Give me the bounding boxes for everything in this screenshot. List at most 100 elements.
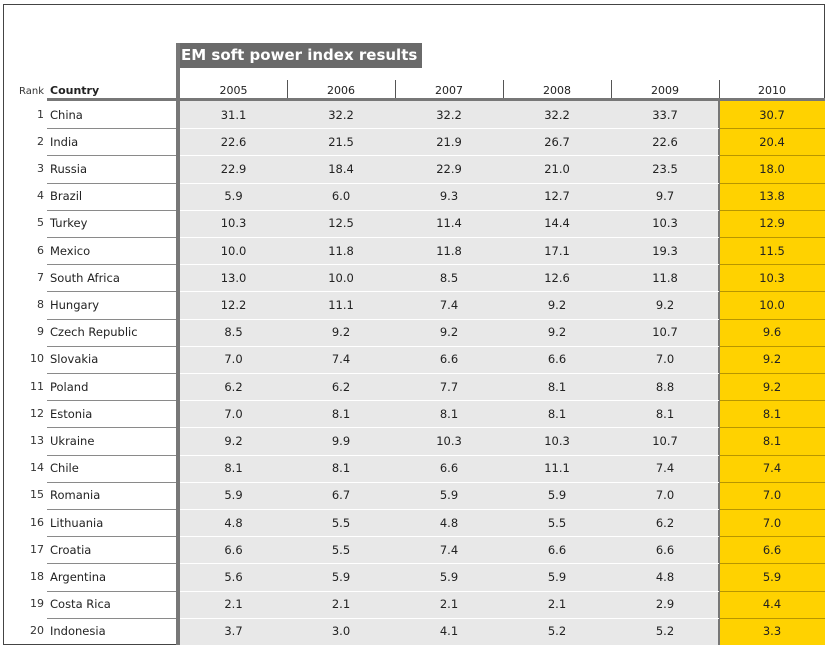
value-cell-2010: 7.4 (762, 461, 782, 476)
value-cell-2005: 13.0 (220, 270, 247, 285)
country-cell: Indonesia (50, 624, 106, 639)
row-divider-highlight (720, 128, 825, 130)
value-cell-2009: 8.8 (655, 379, 675, 394)
value-cell-2006: 5.5 (331, 542, 351, 557)
value-cell-2010: 3.3 (762, 624, 782, 639)
rank-cell: 17 (30, 542, 44, 556)
rank-cell: 11 (30, 379, 44, 393)
header-rank: Rank (19, 86, 44, 97)
row-divider-country (47, 291, 176, 293)
row-divider-values (180, 509, 719, 510)
row-divider-values (180, 536, 719, 538)
highlight-left-border (718, 101, 720, 645)
row-divider-values (180, 318, 719, 320)
row-divider-highlight (720, 454, 825, 456)
row-divider-highlight (720, 209, 825, 211)
row-divider-highlight (720, 481, 825, 483)
value-cell-2009: 11.8 (652, 270, 678, 285)
value-cell-2010: 10.0 (759, 298, 785, 312)
value-cell-2007: 21.9 (436, 134, 462, 149)
country-cell: Lithuania (50, 515, 104, 530)
row-divider-values (180, 590, 719, 592)
country-cell: Mexico (50, 243, 91, 258)
value-cell-2010: 9.2 (762, 352, 782, 367)
rank-cell: 9 (37, 325, 44, 339)
row-divider-values (180, 291, 719, 293)
value-cell-2010: 4.4 (762, 597, 782, 612)
header-column-tick (287, 80, 288, 98)
row-divider-country (47, 509, 176, 510)
value-cell-2008: 17.1 (544, 243, 570, 258)
value-cell-2006: 9.2 (331, 325, 351, 340)
value-cell-2009: 4.8 (655, 570, 675, 584)
country-cell: Chile (50, 461, 79, 476)
value-cell-2006: 6.7 (331, 488, 351, 503)
country-cell: Romania (50, 488, 101, 503)
row-divider-country (47, 536, 176, 538)
country-cell: Russia (50, 162, 87, 176)
value-cell-2005: 8.5 (224, 325, 243, 340)
value-cell-2009: 5.2 (655, 624, 675, 639)
row-divider-country (47, 345, 176, 347)
value-cell-2006: 8.1 (331, 461, 351, 476)
country-cell: Poland (50, 379, 89, 394)
country-cell: Croatia (50, 542, 92, 557)
country-cell: Slovakia (50, 352, 99, 367)
value-cell-2007: 9.3 (439, 189, 459, 204)
rank-cell: 14 (30, 461, 44, 475)
value-cell-2010: 7.0 (762, 488, 782, 503)
header-year-2005: 2005 (219, 84, 248, 97)
value-cell-2009: 22.6 (652, 134, 678, 149)
value-cell-2009: 23.5 (652, 162, 678, 176)
rank-cell: 6 (37, 243, 44, 257)
value-cell-2006: 21.5 (328, 134, 354, 149)
value-cell-2007: 4.8 (439, 515, 459, 530)
value-cell-2009: 10.7 (652, 325, 678, 340)
value-cell-2008: 14.4 (544, 216, 570, 231)
value-cell-2008: 2.1 (547, 597, 567, 612)
value-cell-2010: 9.6 (762, 325, 782, 340)
value-cell-2008: 5.9 (547, 488, 567, 503)
header-year-2010: 2010 (758, 84, 786, 97)
row-divider-highlight (720, 536, 825, 538)
country-cell: Argentina (50, 570, 107, 584)
row-divider-values (180, 155, 719, 157)
value-cell-2007: 4.1 (439, 624, 459, 639)
row-divider-highlight (720, 155, 825, 157)
row-divider-highlight (720, 345, 825, 347)
value-cell-2010: 7.0 (762, 515, 782, 530)
rank-cell: 20 (30, 624, 44, 638)
row-divider-values (180, 454, 719, 456)
values-left-border (176, 43, 180, 645)
value-cell-2008: 32.2 (544, 107, 570, 122)
value-cell-2009: 9.7 (655, 189, 675, 204)
header-column-tick (503, 80, 504, 98)
value-cell-2006: 12.5 (328, 216, 354, 231)
row-divider-values (180, 264, 719, 266)
value-cell-2006: 3.0 (331, 624, 351, 639)
header-column-tick (719, 80, 720, 98)
row-divider-country (47, 264, 176, 266)
rank-cell: 2 (37, 134, 44, 148)
row-divider-country (47, 373, 176, 374)
value-cell-2009: 6.2 (655, 515, 675, 530)
value-cell-2010: 18.0 (759, 162, 785, 176)
value-cell-2006: 5.9 (331, 570, 351, 584)
value-cell-2006: 32.2 (328, 107, 354, 122)
row-divider-country (47, 182, 176, 184)
row-divider-values (180, 237, 719, 238)
value-cell-2008: 5.5 (547, 515, 567, 530)
country-cell: China (50, 107, 83, 122)
value-cell-2007: 5.9 (439, 570, 459, 584)
value-cell-2005: 22.6 (220, 134, 247, 149)
value-cell-2005: 7.0 (224, 352, 243, 367)
row-divider-highlight (720, 182, 825, 184)
country-cell: India (50, 134, 79, 149)
row-divider-country (47, 237, 176, 238)
row-divider-country (47, 454, 176, 456)
row-divider-highlight (720, 427, 825, 429)
value-cell-2005: 5.9 (224, 189, 243, 204)
value-cell-2006: 2.1 (331, 597, 351, 612)
value-cell-2007: 6.6 (439, 352, 459, 367)
header-year-2007: 2007 (435, 84, 463, 97)
